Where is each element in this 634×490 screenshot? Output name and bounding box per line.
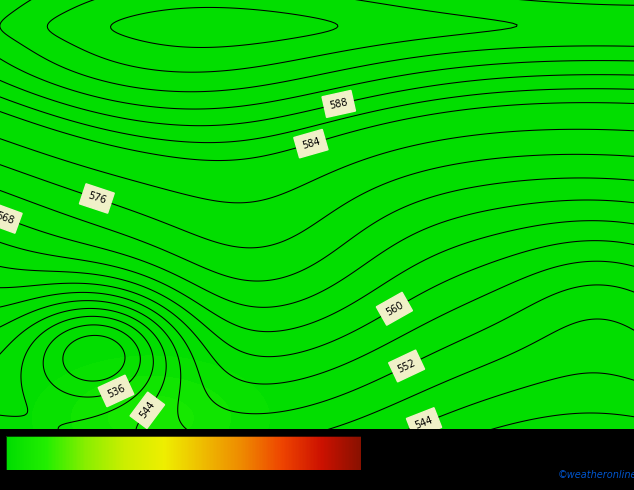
Text: 552: 552	[396, 357, 417, 374]
Text: 568: 568	[0, 210, 15, 226]
Text: 576: 576	[86, 191, 107, 206]
Text: 584: 584	[301, 136, 321, 151]
Text: 544: 544	[138, 400, 157, 421]
Text: ©weatheronline.co.uk: ©weatheronline.co.uk	[558, 470, 634, 480]
Text: 536: 536	[105, 383, 127, 399]
Text: 536: 536	[543, 440, 562, 452]
Text: 560: 560	[384, 300, 405, 318]
Text: 544: 544	[413, 415, 434, 431]
Text: 588: 588	[328, 97, 349, 111]
Text: Height 500 hPa Spread mean+σ [gpdm]  ECMWF    Mo 23-09-2024 06:00 UTC (00+06): Height 500 hPa Spread mean+σ [gpdm] ECMW…	[6, 436, 469, 446]
